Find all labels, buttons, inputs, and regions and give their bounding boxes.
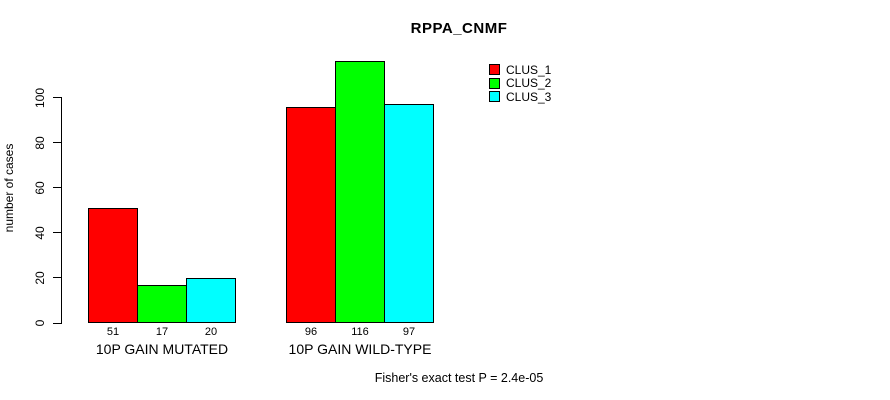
bar-clus_3-0 bbox=[186, 278, 236, 323]
y-tick-label: 20 bbox=[33, 271, 47, 285]
legend-row: CLUS_2 bbox=[489, 77, 551, 91]
y-tick-label: 0 bbox=[33, 319, 47, 327]
y-tick-label: 60 bbox=[33, 181, 47, 195]
bar-value-label: 20 bbox=[204, 326, 218, 338]
y-tick-label: 100 bbox=[33, 87, 47, 108]
y-tick bbox=[53, 142, 61, 144]
x-category-label: 10P GAIN WILD-TYPE bbox=[288, 341, 432, 357]
legend-swatch-clus_3 bbox=[489, 91, 500, 103]
bar-value-label: 116 bbox=[351, 326, 369, 338]
legend-label: CLUS_1 bbox=[506, 62, 552, 77]
legend: CLUS_1 CLUS_2 CLUS_3 bbox=[489, 63, 551, 104]
stat-test-annotation: Fisher's exact test P = 2.4e-05 bbox=[374, 371, 544, 385]
y-tick-label: 80 bbox=[33, 135, 47, 150]
y-tick bbox=[53, 232, 61, 234]
chart-title: RPPA_CNMF bbox=[410, 20, 508, 37]
legend-label: CLUS_2 bbox=[506, 76, 552, 91]
bar-clus_2-1 bbox=[335, 61, 385, 323]
legend-row: CLUS_1 bbox=[489, 63, 551, 77]
bar-clus_3-1 bbox=[384, 104, 434, 323]
y-tick bbox=[53, 187, 61, 189]
legend-swatch-clus_2 bbox=[489, 77, 500, 89]
legend-swatch-clus_1 bbox=[489, 64, 500, 76]
y-tick bbox=[53, 97, 61, 98]
bar-clus_2-0 bbox=[137, 285, 187, 323]
y-tick bbox=[53, 277, 61, 279]
x-category-label: 10P GAIN MUTATED bbox=[95, 341, 229, 357]
bar-value-label: 51 bbox=[106, 326, 120, 338]
bar-clus_1-0 bbox=[88, 208, 138, 323]
bar-clus_1-1 bbox=[286, 107, 336, 323]
bar-value-label: 97 bbox=[402, 326, 416, 338]
legend-row: CLUS_3 bbox=[489, 90, 551, 104]
bar-value-label: 96 bbox=[304, 326, 318, 338]
y-axis-line bbox=[61, 96, 62, 324]
legend-label: CLUS_3 bbox=[506, 89, 552, 104]
y-tick bbox=[53, 322, 61, 324]
y-tick-label: 40 bbox=[33, 226, 47, 240]
bar-value-label: 17 bbox=[155, 326, 169, 338]
